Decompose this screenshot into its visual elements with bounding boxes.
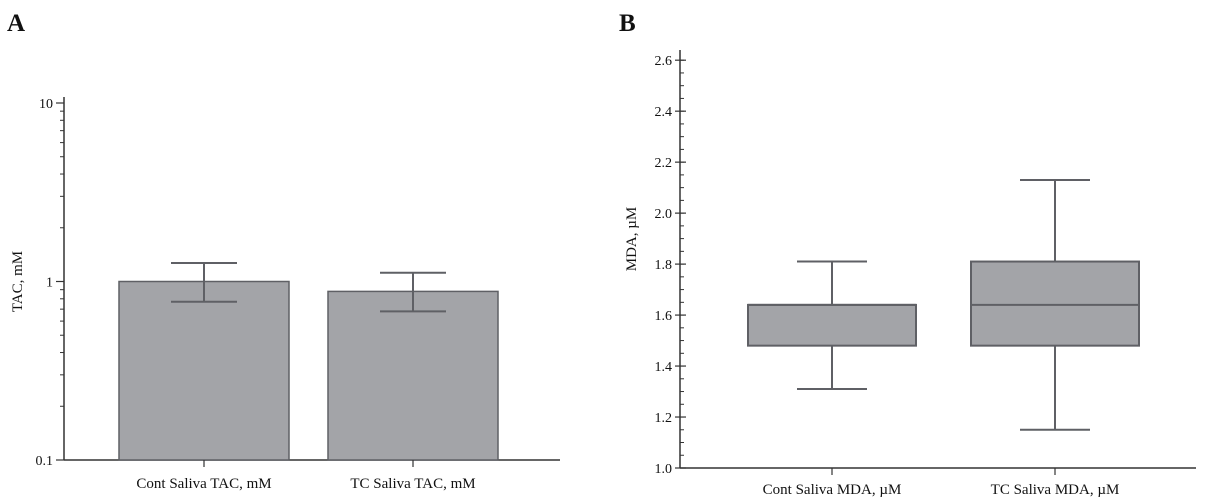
y-tick-label: 2.6: [655, 54, 673, 69]
box: [971, 262, 1139, 346]
y-tick-label: 1.4: [655, 360, 673, 375]
x-category-label: Cont Saliva MDA, µM: [763, 482, 902, 498]
y-tick-label: 1.2: [655, 411, 673, 426]
y-tick-label: 2.2: [655, 156, 673, 171]
y-tick-label: 1.6: [655, 309, 673, 324]
x-category-label: TC Saliva MDA, µM: [991, 482, 1120, 498]
box: [748, 305, 916, 346]
y-tick-label: 2.4: [655, 105, 673, 120]
y-tick-label: 1.8: [655, 258, 673, 273]
y-axis-title: MDA, µM: [624, 207, 640, 271]
y-tick-label: 1.0: [655, 462, 673, 477]
y-tick-label: 2.0: [655, 207, 673, 222]
